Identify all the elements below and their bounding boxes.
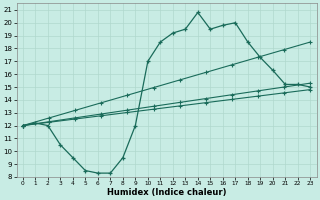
X-axis label: Humidex (Indice chaleur): Humidex (Indice chaleur) xyxy=(107,188,226,197)
